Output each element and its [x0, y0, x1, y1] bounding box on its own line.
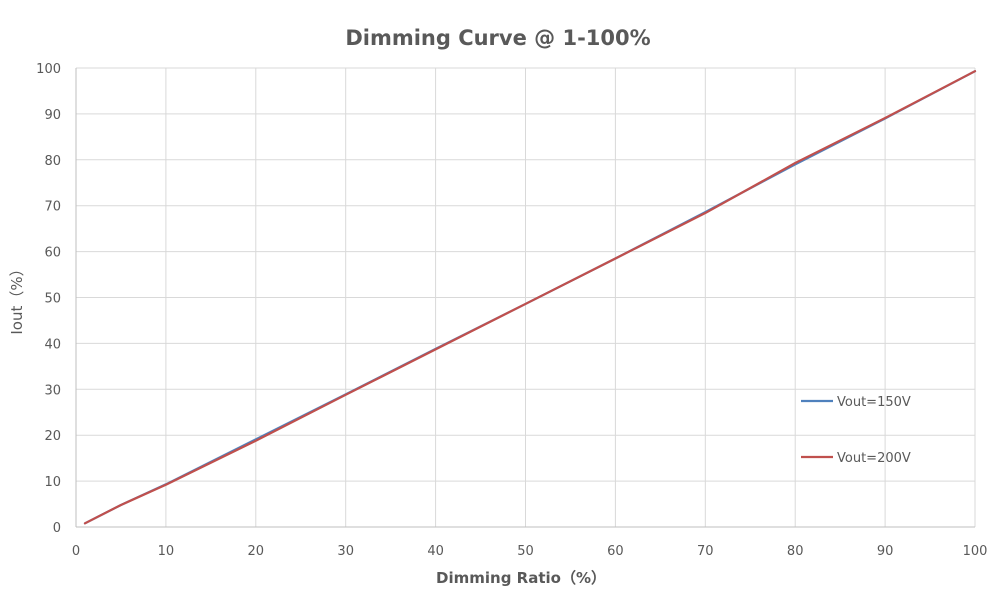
y-tick-label: 0 [53, 521, 61, 536]
y-tick-label: 10 [44, 475, 61, 490]
x-tick-label: 70 [697, 544, 714, 559]
x-tick-label: 60 [607, 544, 624, 559]
y-axis-label: Iout（%） [8, 261, 26, 334]
x-tick-label: 90 [877, 544, 894, 559]
x-tick-label: 0 [72, 544, 80, 559]
chart-title: Dimming Curve @ 1-100% [345, 26, 650, 50]
x-axis-label: Dimming Ratio（%） [436, 569, 606, 587]
legend-label: Vout=150V [837, 395, 911, 410]
y-tick-label: 70 [44, 200, 61, 215]
x-tick-label: 80 [787, 544, 804, 559]
y-tick-label: 50 [44, 292, 61, 307]
legend-label: Vout=200V [837, 451, 911, 466]
series-lines [83, 70, 977, 525]
y-tick-label: 20 [44, 429, 61, 444]
y-tick-label: 90 [44, 108, 61, 123]
x-tick-label: 50 [517, 544, 534, 559]
series-line-2 [83, 70, 977, 525]
x-tick-label: 40 [427, 544, 444, 559]
legend: Vout=150V Vout=200V [801, 395, 911, 466]
y-tick-label: 60 [44, 246, 61, 261]
grid [76, 67, 976, 527]
x-tick-label: 30 [337, 544, 354, 559]
y-tick-label: 40 [44, 337, 61, 352]
y-tick-label: 80 [44, 154, 61, 169]
x-tick-label: 100 [963, 544, 988, 559]
y-tick-label: 30 [44, 383, 61, 398]
x-tick-label: 10 [158, 544, 175, 559]
tick-labels: 0 10 20 30 40 50 60 70 80 90 100 0 10 20 30 40 50 60 70 80 9… [36, 62, 987, 559]
axes [75, 68, 975, 528]
x-tick-label: 20 [248, 544, 265, 559]
y-tick-label: 100 [36, 62, 61, 77]
